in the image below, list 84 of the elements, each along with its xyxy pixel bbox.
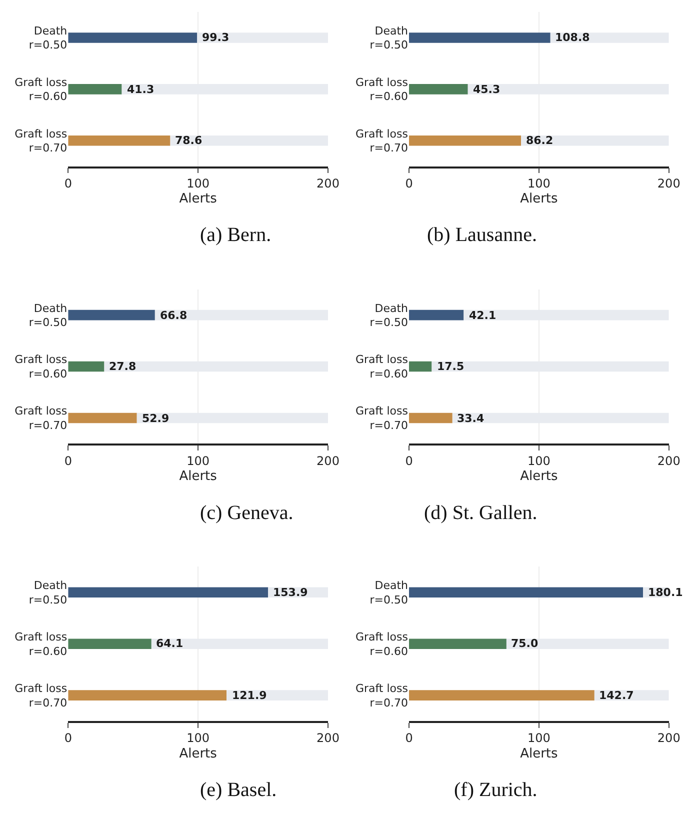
x-axis-title: Alerts	[179, 468, 218, 484]
y-tick-label: Graft loss r=0.60	[14, 630, 68, 658]
bar	[409, 361, 432, 372]
y-tick-label: Death r=0.50	[370, 579, 408, 606]
x-axis-title: Alerts	[520, 468, 558, 484]
bar	[68, 587, 268, 598]
text: (f) Zurich.	[454, 779, 538, 801]
x-tick-label: 0	[64, 731, 72, 746]
bar	[68, 361, 104, 372]
y-tick-label: Death r=0.50	[28, 24, 68, 52]
x-tick-label: 200	[316, 454, 340, 468]
data-label: 52.9	[142, 412, 170, 425]
data-label: 86.2	[526, 134, 554, 147]
bar	[409, 84, 468, 94]
x-tick-label: 200	[657, 454, 680, 468]
data-label: 17.5	[437, 360, 464, 373]
bar	[409, 638, 506, 650]
text: (b) Lausanne.	[427, 224, 537, 246]
x-tick-label: 100	[186, 176, 210, 191]
x-tick-label: 100	[186, 731, 210, 746]
y-tick-label: Graft loss r=0.60	[355, 630, 408, 658]
x-axis-title: Alerts	[520, 746, 558, 762]
bar	[409, 32, 550, 43]
data-label: 75.0	[511, 637, 538, 650]
x-tick-label: 100	[527, 454, 550, 468]
text: (a) Bern.	[200, 224, 272, 246]
y-tick-label: Death r=0.50	[28, 579, 68, 606]
x-tick-label: 200	[657, 176, 680, 191]
data-label: 142.7	[599, 689, 634, 702]
bar	[68, 310, 155, 320]
data-label: 42.1	[469, 309, 496, 322]
data-label: 180.1	[648, 586, 683, 599]
x-tick-label: 100	[186, 454, 210, 468]
data-label: 78.6	[175, 134, 202, 147]
data-label: 33.4	[457, 412, 484, 425]
y-tick-label: Graft loss r=0.70	[14, 404, 68, 432]
text: (d) St. Gallen.	[424, 502, 538, 524]
bar	[409, 587, 644, 598]
bar	[68, 690, 227, 700]
bar	[68, 638, 152, 650]
x-tick-label: 0	[405, 176, 413, 191]
data-label: 41.3	[127, 83, 154, 96]
x-tick-label: 200	[316, 176, 340, 191]
x-tick-label: 100	[527, 731, 550, 746]
y-tick-label: Graft loss r=0.70	[355, 404, 408, 432]
data-label: 64.1	[156, 637, 184, 650]
y-tick-label: Death r=0.50	[28, 302, 68, 330]
y-tick-label: Graft loss r=0.60	[355, 76, 408, 104]
data-label: 153.9	[273, 586, 308, 599]
x-axis-title: Alerts	[179, 746, 218, 762]
y-tick-label: Graft loss r=0.60	[355, 353, 408, 381]
bar	[68, 84, 122, 94]
text: (e) Basel.	[200, 779, 277, 801]
x-tick-label: 200	[657, 731, 680, 746]
data-label: 45.3	[473, 83, 500, 96]
y-tick-label: Graft loss r=0.70	[14, 127, 68, 155]
data-label: 108.8	[555, 31, 590, 44]
y-tick-label: Graft loss r=0.60	[14, 76, 68, 104]
y-tick-label: Graft loss r=0.60	[14, 353, 68, 381]
x-axis-title: Alerts	[179, 192, 218, 207]
data-label: 99.3	[202, 31, 230, 44]
x-tick-label: 200	[316, 731, 340, 746]
bar	[409, 310, 464, 320]
bar	[68, 32, 198, 43]
bar	[409, 412, 452, 424]
y-tick-label: Death r=0.50	[370, 302, 408, 330]
x-tick-label: 100	[527, 176, 550, 191]
bar	[409, 690, 594, 700]
y-tick-label: Graft loss r=0.70	[355, 127, 408, 155]
data-label: 66.8	[160, 309, 188, 322]
y-tick-label: Death r=0.50	[370, 24, 408, 52]
x-tick-label: 0	[405, 731, 413, 746]
x-tick-label: 0	[64, 176, 72, 191]
data-label: 27.8	[109, 360, 136, 373]
bar	[68, 136, 170, 146]
x-tick-label: 0	[64, 454, 72, 468]
x-tick-label: 0	[405, 454, 413, 468]
y-tick-label: Graft loss r=0.70	[355, 682, 408, 710]
x-axis-title: Alerts	[520, 192, 558, 207]
y-tick-label: Graft loss r=0.70	[14, 682, 68, 710]
bar	[409, 136, 522, 146]
text: (c) Geneva.	[200, 502, 294, 524]
data-label: 121.9	[232, 689, 267, 702]
bar	[68, 412, 137, 424]
